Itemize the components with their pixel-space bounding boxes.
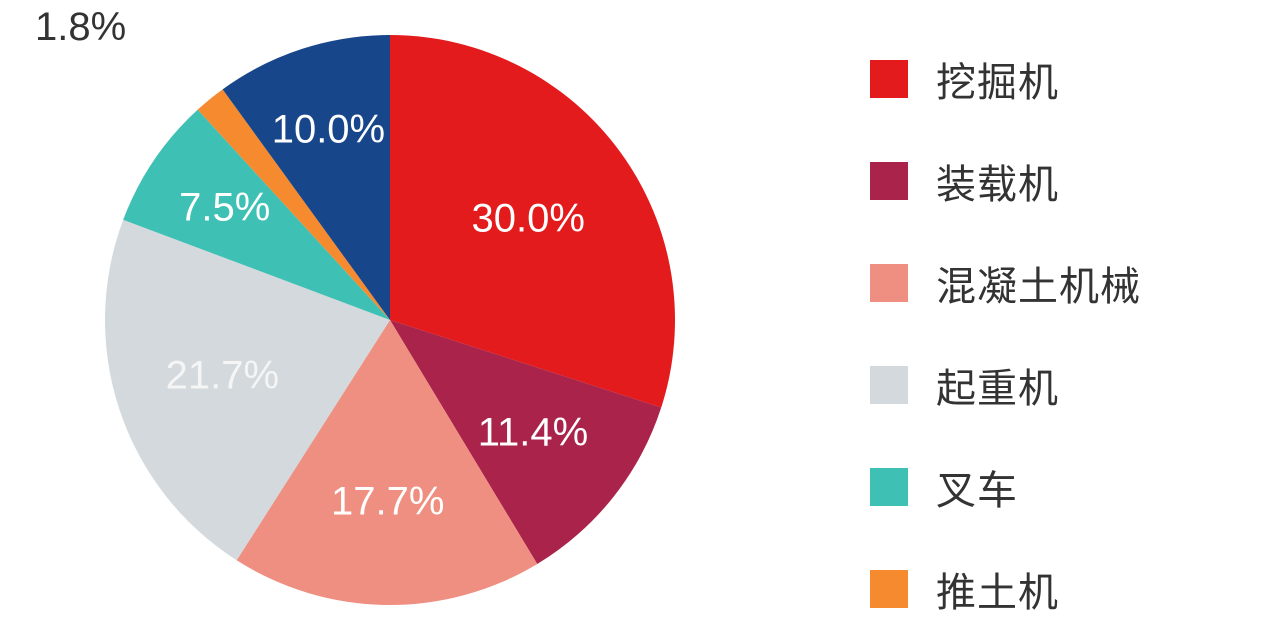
chart-container: 30.0%11.4%17.7%21.7%7.5%10.0% 1.8% 挖掘机装载…: [0, 0, 1280, 625]
legend-swatch: [870, 570, 908, 608]
legend-item: 装载机: [870, 152, 1141, 210]
legend-item: 起重机: [870, 356, 1141, 414]
legend-swatch: [870, 366, 908, 404]
legend-label: 叉车: [936, 458, 1018, 516]
legend-swatch: [870, 162, 908, 200]
legend-label: 混凝土机械: [936, 254, 1141, 312]
legend-label: 装载机: [936, 152, 1059, 210]
legend-swatch: [870, 60, 908, 98]
legend-item: 混凝土机械: [870, 254, 1141, 312]
legend-item: 叉车: [870, 458, 1141, 516]
pie-chart: 30.0%11.4%17.7%21.7%7.5%10.0%: [100, 30, 680, 610]
legend: 挖掘机装载机混凝土机械起重机叉车推土机其他: [870, 50, 1141, 625]
legend-swatch: [870, 468, 908, 506]
pie-svg: [100, 30, 680, 610]
legend-label: 起重机: [936, 356, 1059, 414]
legend-swatch: [870, 264, 908, 302]
legend-item: 挖掘机: [870, 50, 1141, 108]
legend-label: 推土机: [936, 560, 1059, 618]
legend-item: 推土机: [870, 560, 1141, 618]
legend-label: 挖掘机: [936, 50, 1059, 108]
